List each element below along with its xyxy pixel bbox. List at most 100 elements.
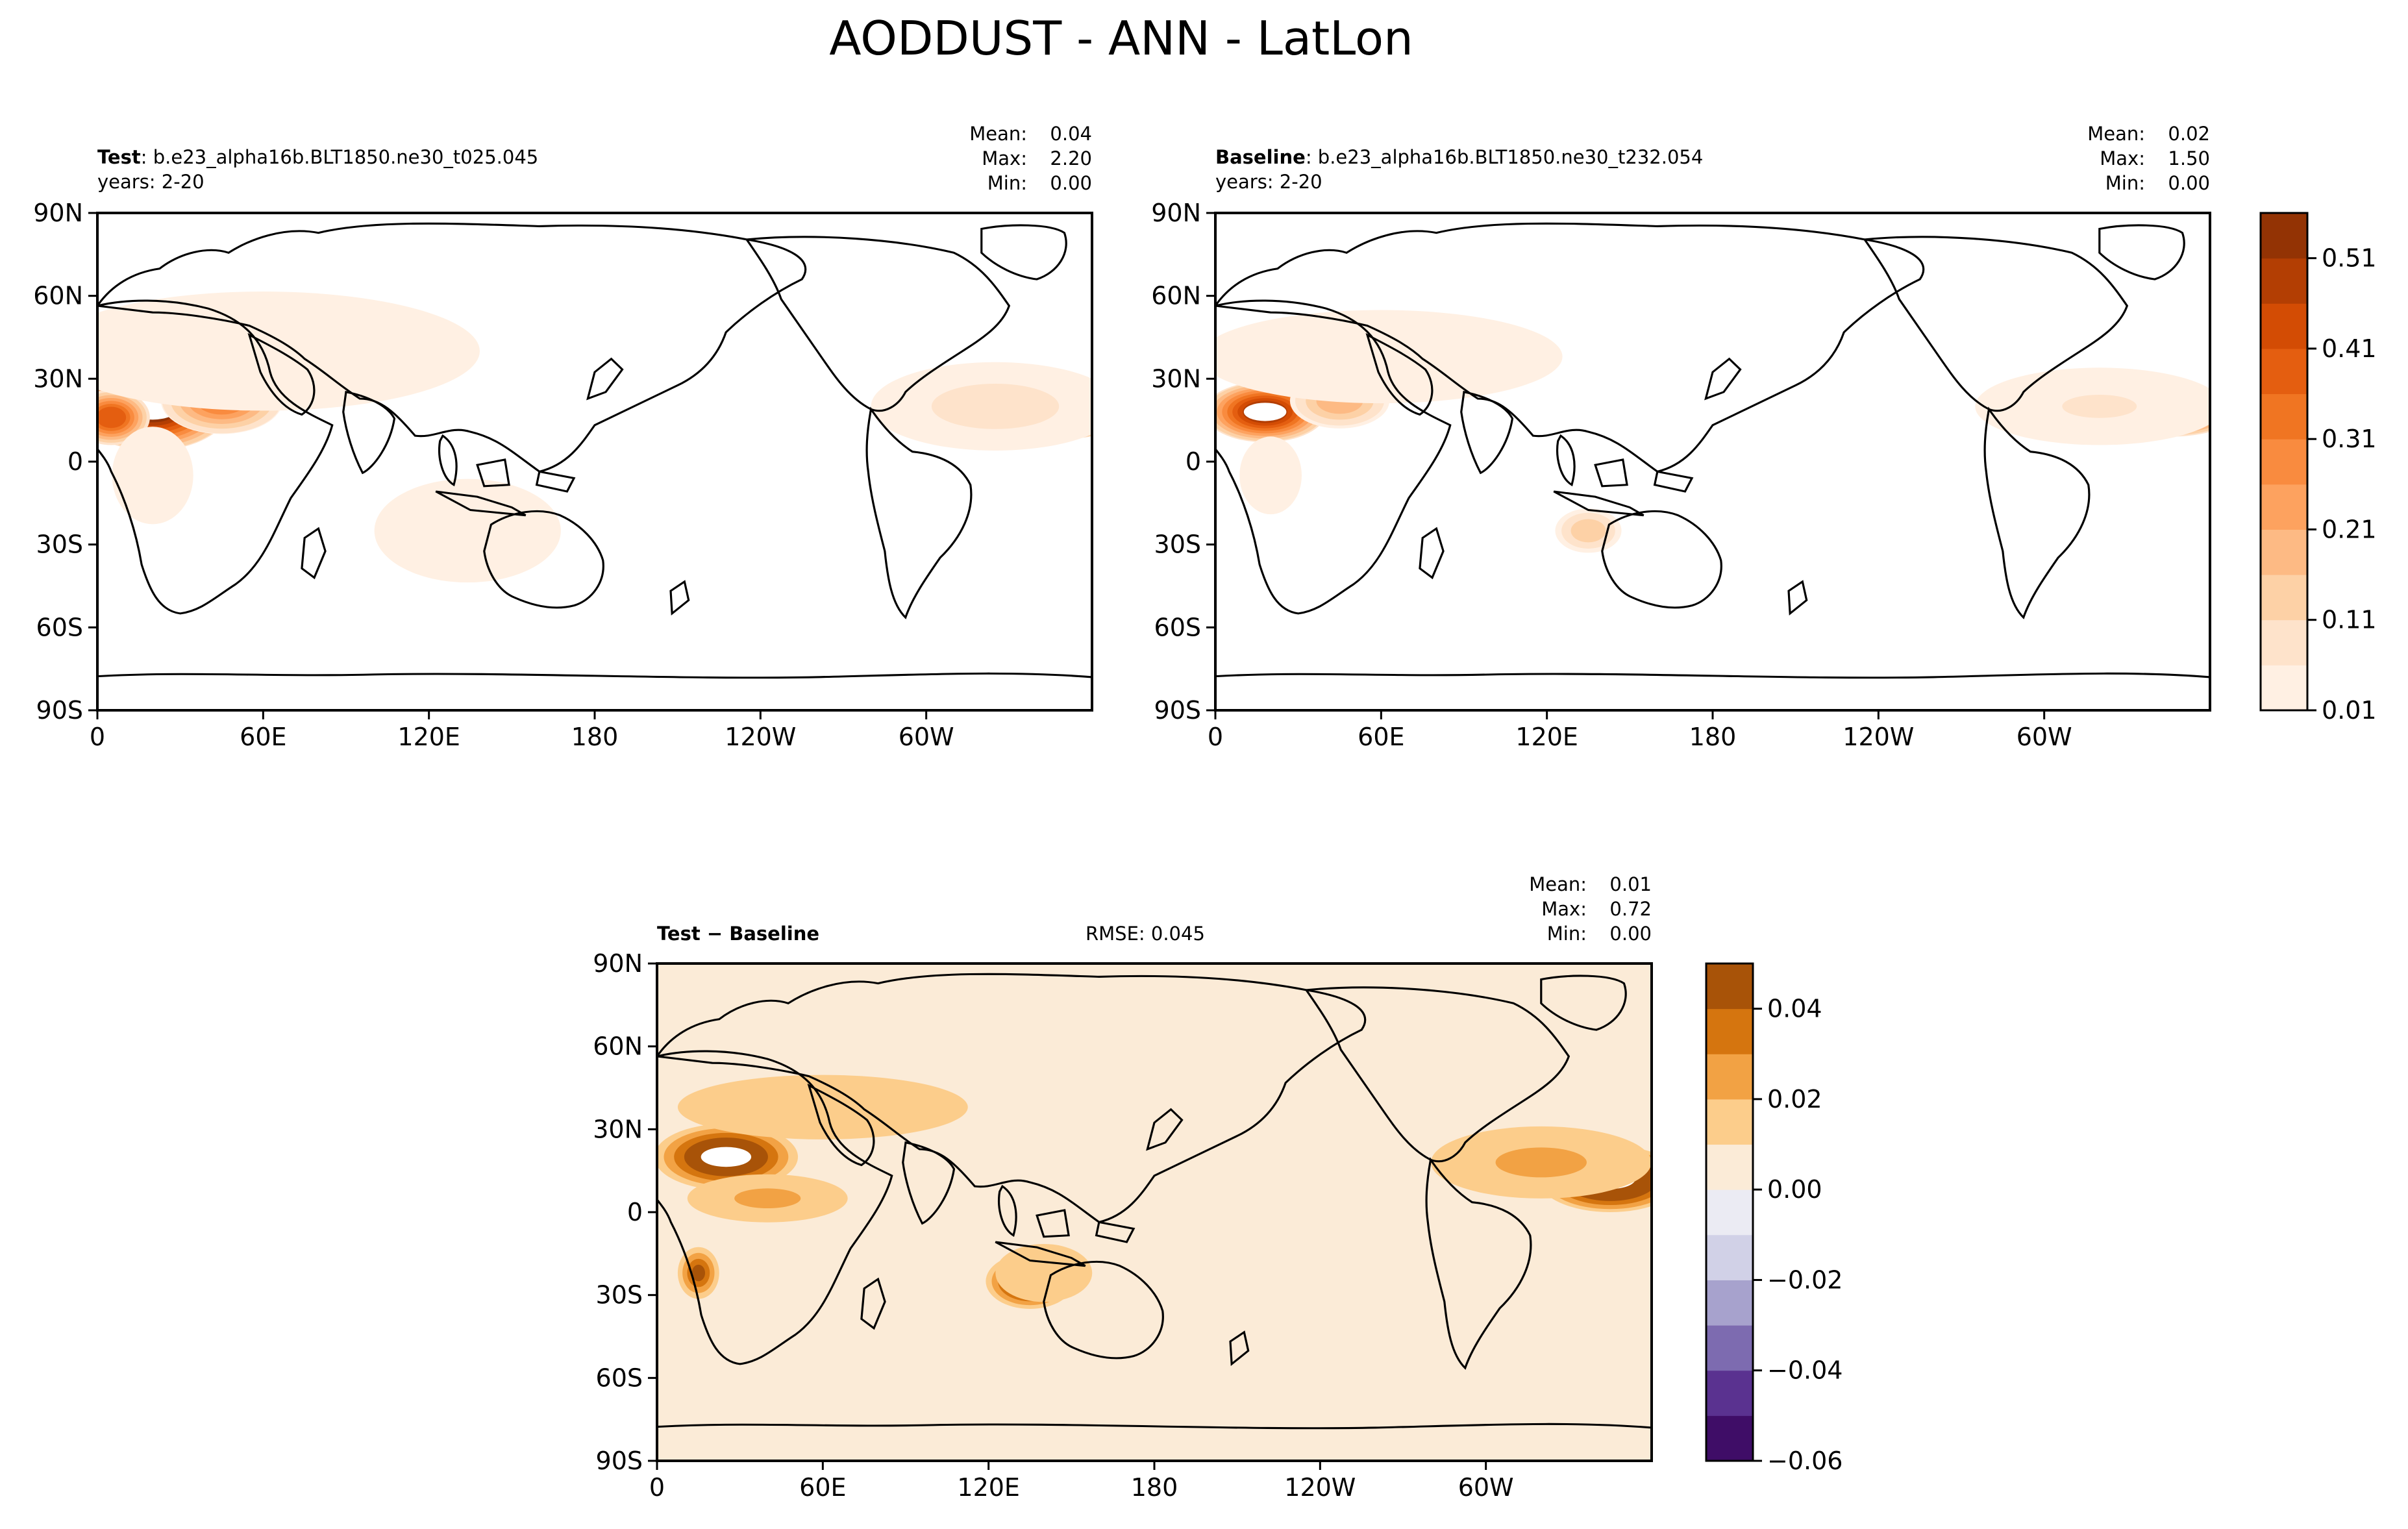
colorbar-segment — [1706, 1054, 1753, 1100]
colorbar-segment — [1706, 1415, 1753, 1461]
colorbar-segment — [2261, 439, 2307, 485]
contour-band — [97, 406, 127, 429]
y-tick-label: 30S — [1154, 530, 1201, 559]
y-tick-label: 60N — [1151, 282, 1201, 310]
stat-value: 2.20 — [1050, 147, 1092, 169]
panel-label: Baseline: b.e23_alpha16b.BLT1850.ne30_t2… — [1215, 146, 1703, 168]
colorbar-segment — [2261, 665, 2307, 711]
stat-label: Min: — [2105, 172, 2145, 194]
colorbar-tick-label: −0.02 — [1767, 1265, 1843, 1294]
field-background — [1215, 213, 2210, 710]
colorbar-frame — [1705, 962, 1754, 1462]
y-tick-label: 90N — [1151, 199, 1201, 227]
colorbar-segment — [2261, 258, 2307, 304]
colorbar-tick-label: 0.02 — [1767, 1085, 1822, 1113]
y-tick-label: 90S — [36, 696, 83, 725]
colorbar-segment — [1706, 1144, 1753, 1190]
panel-years: years: 2-20 — [1215, 171, 1322, 193]
y-tick-label: 30S — [36, 530, 83, 559]
x-tick-label: 0 — [649, 1473, 665, 1502]
figure-title: AODDUST - ANN - LatLon — [829, 11, 1413, 66]
contour-over-region — [1243, 403, 1287, 421]
field-background — [97, 213, 1092, 710]
colorbar-segment — [2261, 619, 2307, 665]
stat-value: 0.02 — [2168, 123, 2210, 145]
contour-band — [677, 1075, 968, 1139]
colorbar-tick-label: 0.01 — [2322, 696, 2377, 725]
y-tick-label: 0 — [627, 1198, 643, 1226]
x-tick-label: 0 — [90, 723, 105, 751]
x-tick-label: 60W — [1458, 1473, 1514, 1502]
stat-value: 1.50 — [2168, 147, 2210, 169]
x-tick-label: 180 — [1689, 723, 1737, 751]
field-layer — [97, 213, 1092, 710]
contour-band — [1215, 310, 1563, 404]
x-tick-label: 120W — [1843, 723, 1914, 751]
x-tick-label: 120W — [725, 723, 796, 751]
y-tick-label: 60N — [593, 1032, 643, 1061]
panel-test: 0 60E 120E 180 120W 60W 90N 60N 30N 0 30S 60S 90S Tes… — [33, 123, 1093, 751]
contour-band — [691, 1264, 706, 1282]
panel-label-bold: Test — [97, 146, 141, 168]
contour-band — [2062, 395, 2137, 418]
colorbar-tick-label: −0.04 — [1767, 1356, 1843, 1385]
contour-band — [995, 1243, 1093, 1302]
colorbar-tick-label: 0.00 — [1767, 1175, 1822, 1204]
y-tick-label: 90S — [596, 1447, 643, 1475]
colorbar-segment — [2261, 303, 2307, 349]
y-tick-label: 30N — [33, 364, 83, 393]
y-tick-label: 90N — [33, 199, 83, 227]
colorbar-tick-label: 0.41 — [2322, 334, 2377, 363]
field-layer — [1215, 213, 2210, 710]
panel-case-name: : b.e23_alpha16b.BLT1850.ne30_t025.045 — [141, 146, 538, 168]
y-tick-label: 60S — [1154, 613, 1201, 641]
x-tick-label: 180 — [571, 723, 619, 751]
stat-label: Mean: — [1529, 873, 1587, 895]
y-tick-label: 30N — [1151, 364, 1201, 393]
stat-value: 0.04 — [1050, 123, 1092, 145]
stat-value: 0.01 — [1609, 873, 1652, 895]
contour-band — [97, 292, 480, 411]
colorbar-segment — [2261, 484, 2307, 530]
stat-label: Mean: — [969, 123, 1027, 145]
colorbar-segment — [2261, 575, 2307, 621]
y-tick-label: 60S — [596, 1363, 643, 1392]
colorbar-tick-label: 0.11 — [2322, 606, 2377, 634]
contour-band — [931, 383, 1060, 429]
contour-band — [734, 1188, 801, 1209]
colorbar-segment — [1706, 1234, 1753, 1280]
colorbar-top: 0.01 0.11 0.21 0.31 0.41 0.51 — [2259, 212, 2377, 725]
stat-label: Min: — [987, 172, 1027, 194]
y-tick-label: 0 — [1185, 447, 1201, 476]
y-tick-label: 90S — [1154, 696, 1201, 725]
x-tick-label: 60E — [1358, 723, 1404, 751]
stat-label: Max: — [982, 147, 1027, 169]
x-tick-label: 60W — [899, 723, 954, 751]
field-layer — [657, 963, 1652, 1461]
colorbar-segment — [2261, 529, 2307, 575]
rmse-value: RMSE: 0.045 — [1086, 923, 1205, 945]
colorbar-segment — [1706, 1189, 1753, 1236]
y-tick-label: 90N — [593, 949, 643, 978]
y-tick-label: 0 — [68, 447, 83, 476]
colorbar-segment — [2261, 213, 2307, 259]
colorbar-tick-label: −0.06 — [1767, 1447, 1843, 1475]
x-tick-label: 60E — [240, 723, 286, 751]
colorbar-tick-label: 0.04 — [1767, 995, 1822, 1023]
contour-over-region — [701, 1147, 752, 1167]
stat-value: 0.00 — [1609, 923, 1652, 945]
y-tick-label: 30N — [593, 1115, 643, 1143]
contour-band — [374, 479, 561, 583]
panel-diff: 0 60E 120E 180 120W 60W 90N 60N 30N 0 30S 60S 90S Tes… — [593, 873, 1653, 1502]
panel-case-name: : b.e23_alpha16b.BLT1850.ne30_t232.054 — [1306, 146, 1703, 168]
panel-years: years: 2-20 — [97, 171, 205, 193]
x-tick-label: 180 — [1131, 1473, 1178, 1502]
contour-band — [1495, 1147, 1587, 1178]
panel-label: Test: b.e23_alpha16b.BLT1850.ne30_t025.0… — [97, 146, 538, 168]
colorbar-segment — [1706, 1008, 1753, 1054]
y-tick-label: 60S — [36, 613, 83, 641]
x-tick-label: 0 — [1208, 723, 1223, 751]
panel-baseline: 0 60E 120E 180 120W 60W 90N 60N 30N 0 30S 60S 90S Bas… — [1151, 123, 2211, 751]
contour-band — [1570, 519, 1606, 543]
